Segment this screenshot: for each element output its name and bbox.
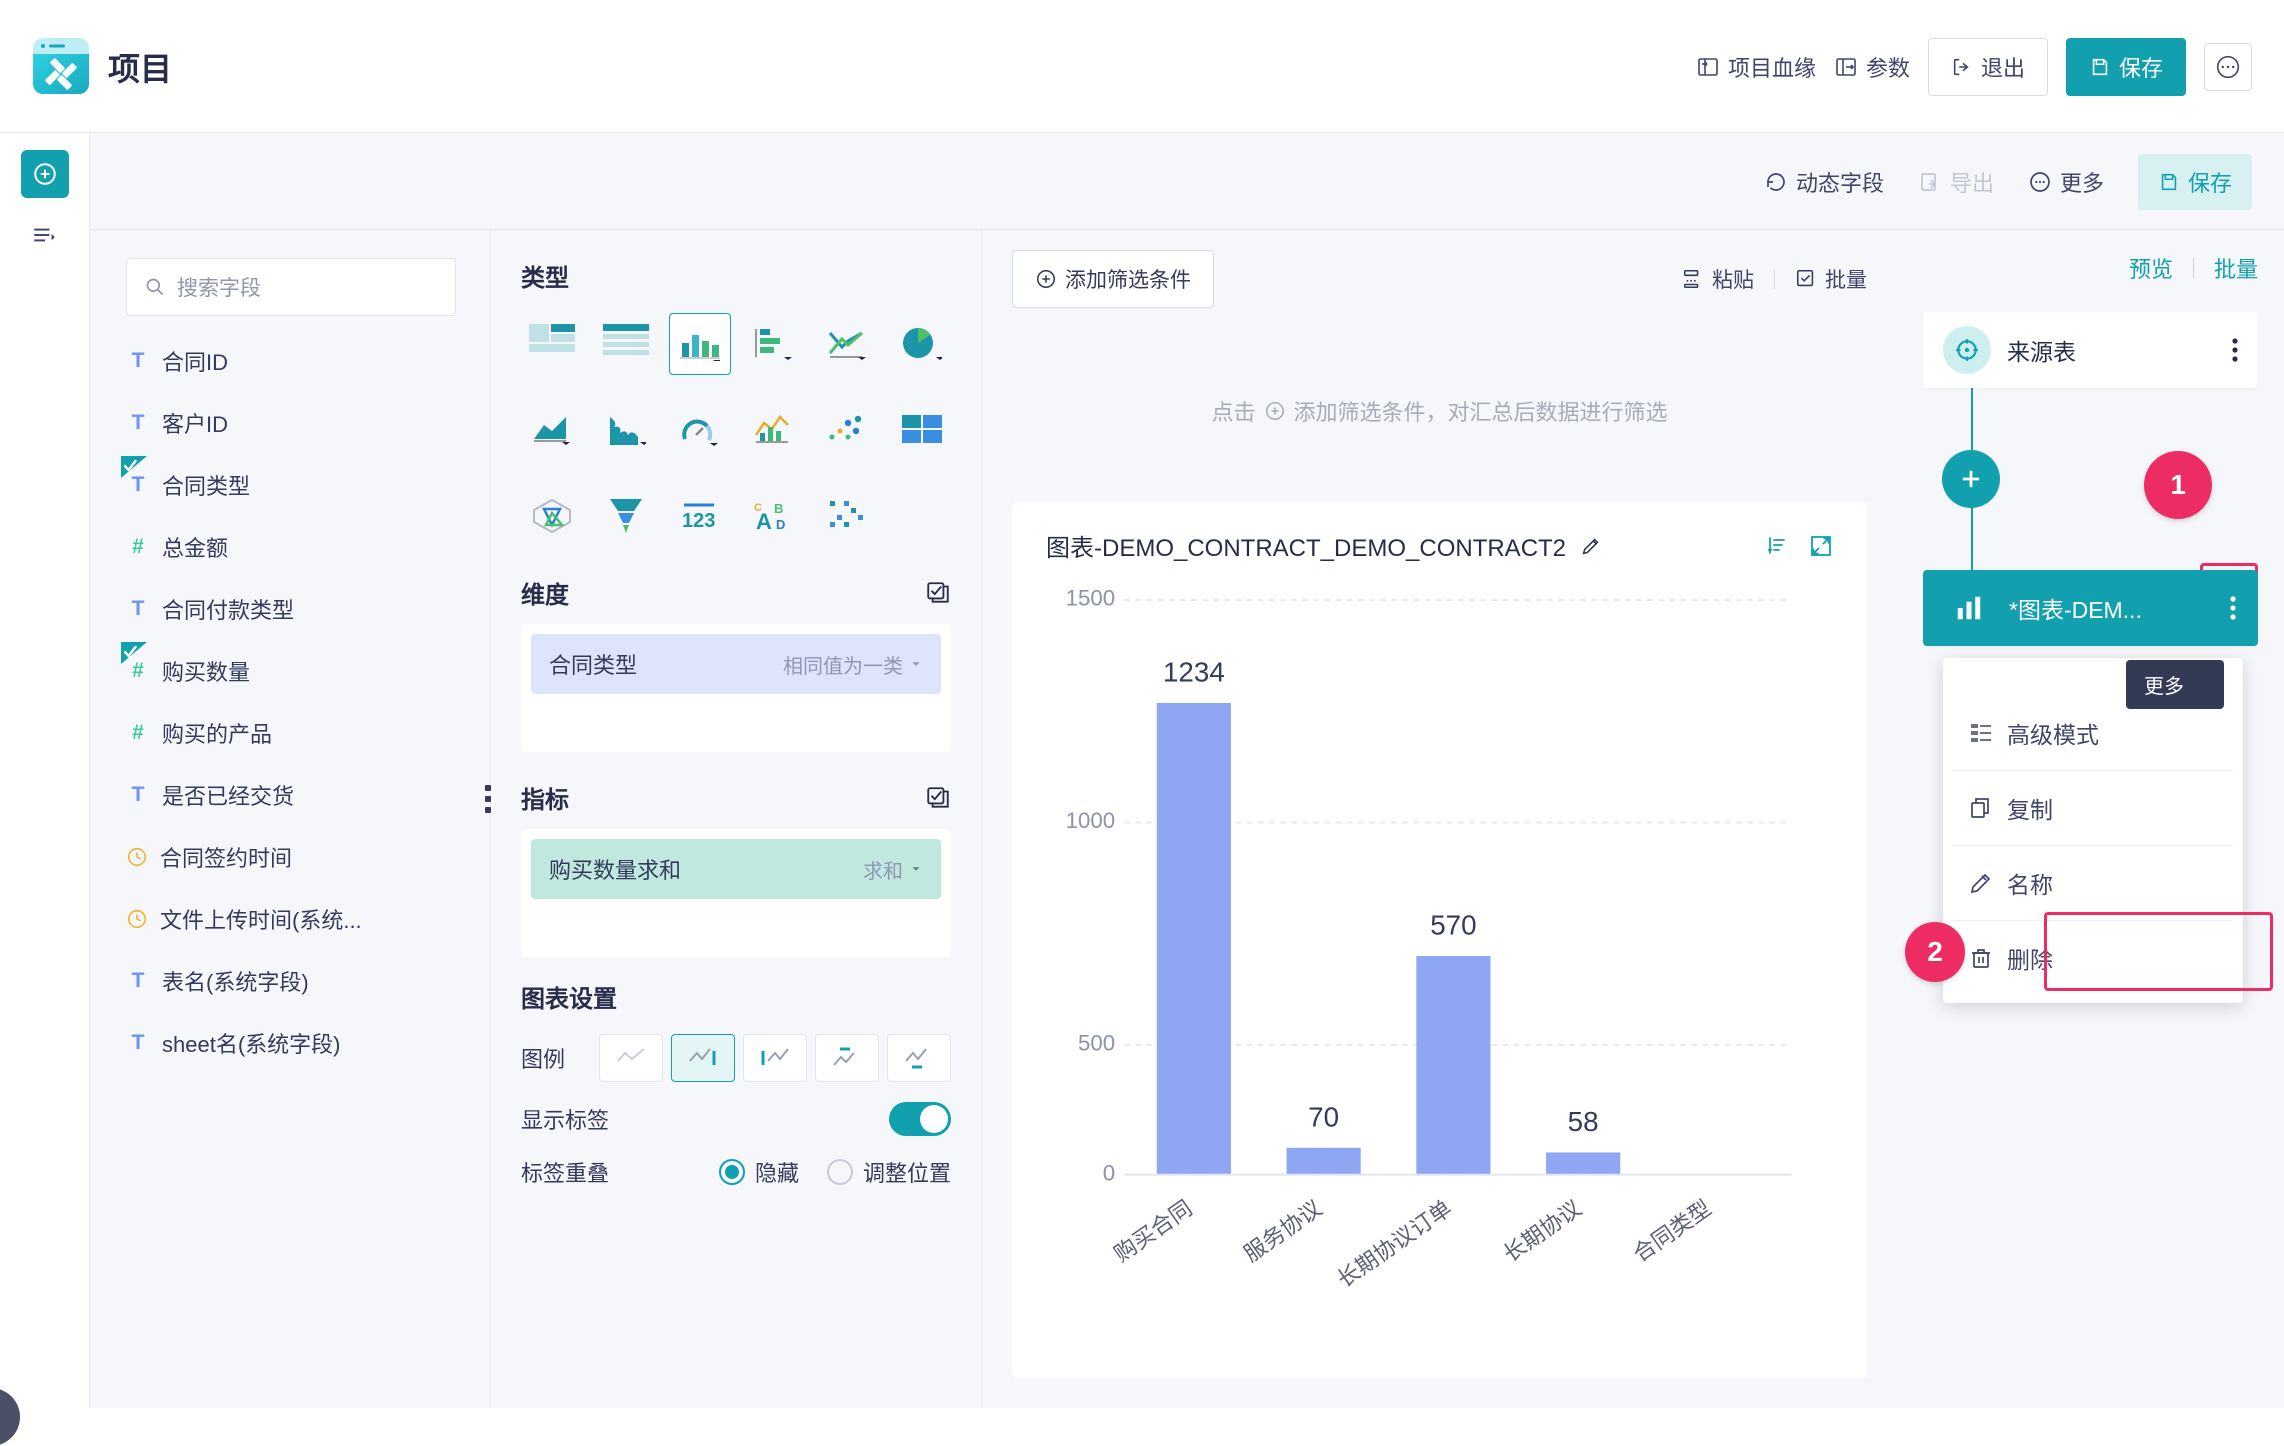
svg-text:500: 500	[1078, 1031, 1115, 1056]
svg-text:1234: 1234	[1163, 657, 1225, 688]
svg-text:1500: 1500	[1066, 586, 1115, 611]
svg-text:570: 570	[1430, 910, 1476, 941]
svg-text:服务协议: 服务协议	[1239, 1195, 1326, 1267]
svg-text:0: 0	[1103, 1160, 1115, 1185]
svg-text:合同类型: 合同类型	[1629, 1195, 1716, 1267]
svg-text:1000: 1000	[1066, 808, 1115, 833]
svg-text:A: A	[756, 509, 772, 533]
svg-text:购买合同: 购买合同	[1110, 1195, 1197, 1267]
svg-text:123: 123	[682, 510, 715, 531]
svg-text:D: D	[776, 517, 785, 532]
svg-text:70: 70	[1308, 1102, 1339, 1133]
svg-text:长期协议订单: 长期协议订单	[1333, 1195, 1457, 1292]
svg-text:长期协议: 长期协议	[1499, 1195, 1586, 1267]
svg-text:58: 58	[1568, 1106, 1599, 1137]
svg-text:B: B	[774, 501, 783, 516]
